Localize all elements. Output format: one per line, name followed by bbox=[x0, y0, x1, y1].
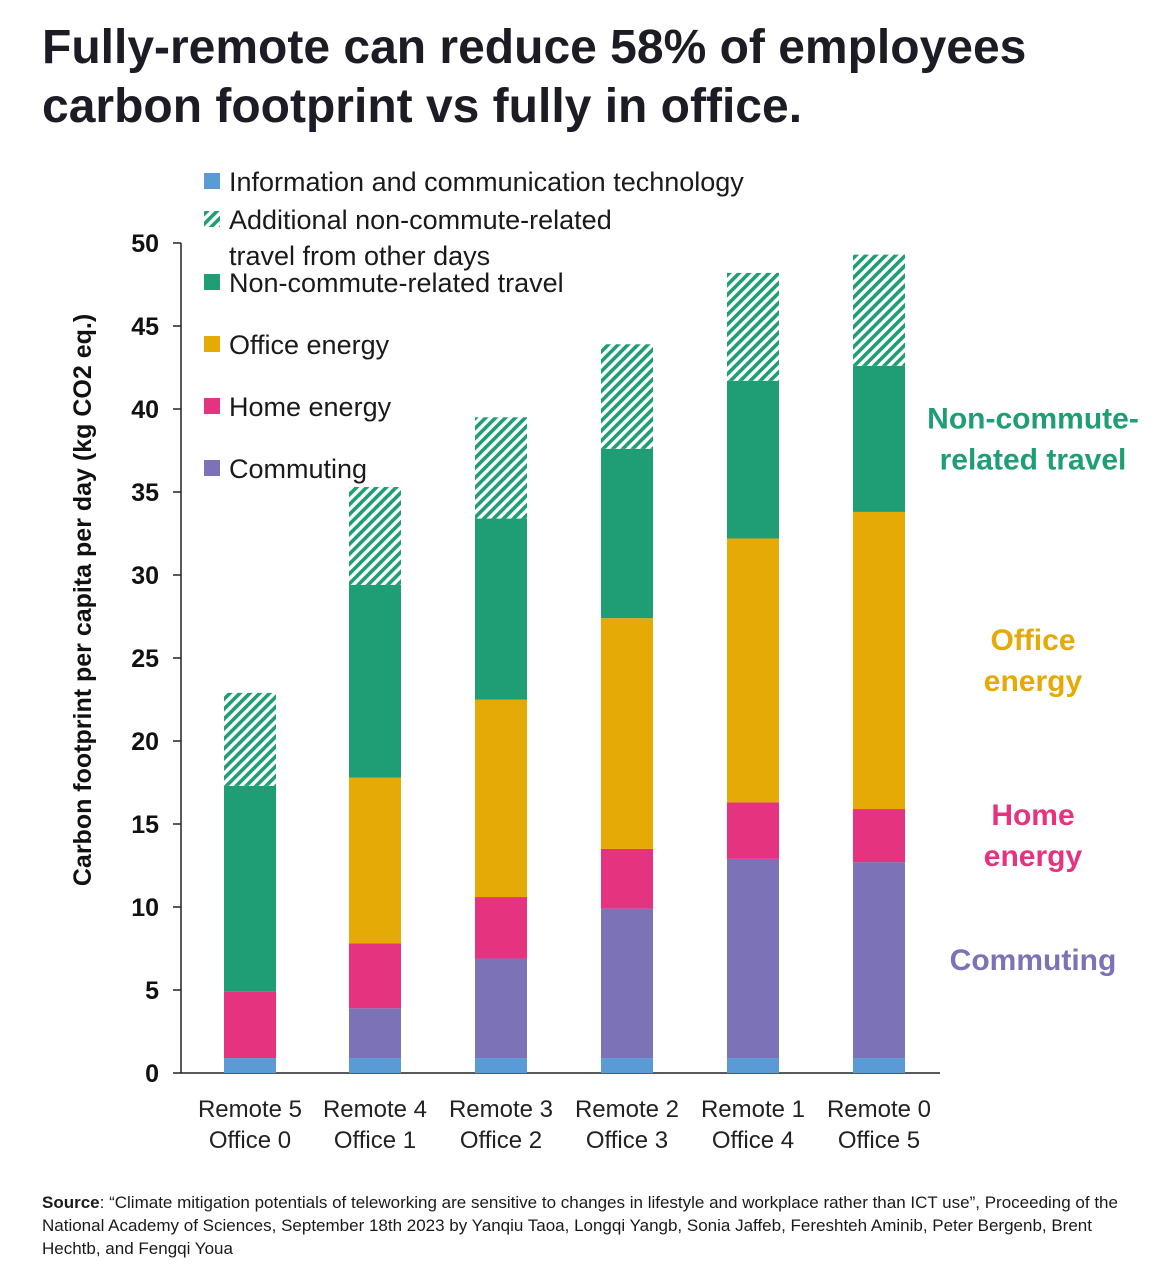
x-tick-label-2-line-2: Office 1 bbox=[334, 1127, 416, 1154]
y-tick-label-20: 20 bbox=[131, 728, 159, 756]
x-tick-label-1-line-1: Remote 5 bbox=[198, 1096, 302, 1123]
bar-segment-travel-4 bbox=[601, 448, 653, 619]
chart-title-line-1: Fully-remote can reduce 58% of employees bbox=[42, 21, 1027, 74]
chart-title-line-2: carbon footprint vs fully in office. bbox=[42, 80, 803, 133]
bar-segment-travel-3 bbox=[475, 518, 527, 700]
x-tick-label-2-line-1: Remote 4 bbox=[323, 1096, 427, 1123]
legend-swatch-additional bbox=[204, 211, 220, 227]
annotation-travel-line-2: related travel bbox=[940, 443, 1127, 476]
bar-segment-additional-6 bbox=[853, 254, 905, 366]
bar-segment-office-3 bbox=[475, 699, 527, 898]
annotation-home-line-1: Home bbox=[991, 799, 1074, 832]
bar-segment-home-6 bbox=[853, 809, 905, 863]
bar-segment-ict-6 bbox=[853, 1058, 905, 1073]
bar-segment-home-1 bbox=[224, 991, 276, 1059]
bar-segment-additional-3 bbox=[475, 417, 527, 519]
annotation-home-line-2: energy bbox=[984, 840, 1083, 873]
x-tick-label-5-line-2: Office 4 bbox=[712, 1127, 794, 1154]
legend-swatch-ict bbox=[204, 173, 220, 189]
source-text: : “Climate mitigation potentials of tele… bbox=[42, 1193, 1118, 1258]
legend-label-ict: Information and communication technology bbox=[229, 167, 744, 197]
annotation-office-line-1: Office bbox=[990, 624, 1075, 657]
legend-swatch-office bbox=[204, 336, 220, 352]
bar-segment-office-5 bbox=[727, 538, 779, 803]
y-tick-label-15: 15 bbox=[131, 811, 159, 839]
bar-segment-ict-5 bbox=[727, 1058, 779, 1073]
bar-segment-commuting-6 bbox=[853, 862, 905, 1059]
source-citation: Source: “Climate mitigation potentials o… bbox=[42, 1191, 1132, 1260]
bar-segment-home-4 bbox=[601, 848, 653, 909]
chart-title: Fully-remote can reduce 58% of employees… bbox=[42, 18, 1142, 136]
x-tick-label-3-line-1: Remote 3 bbox=[449, 1096, 553, 1123]
bar-segment-ict-1 bbox=[224, 1058, 276, 1073]
bar-segment-home-2 bbox=[349, 943, 401, 1009]
y-tick-label-50: 50 bbox=[131, 230, 159, 258]
y-tick-label-45: 45 bbox=[131, 313, 159, 341]
legend-label-additional: Additional non-commute-related bbox=[229, 205, 612, 235]
x-tick-label-4-line-2: Office 3 bbox=[586, 1127, 668, 1154]
bar-segment-ict-3 bbox=[475, 1058, 527, 1073]
bar-segment-travel-2 bbox=[349, 584, 401, 778]
bar-segment-commuting-2 bbox=[349, 1008, 401, 1059]
legend-label-additional-line-2: travel from other days bbox=[229, 241, 490, 271]
source-label: Source bbox=[42, 1193, 100, 1212]
legend-label-commuting: Commuting bbox=[229, 454, 367, 484]
bar-segment-additional-4 bbox=[601, 344, 653, 449]
annotation-commuting-line-1: Commuting bbox=[950, 944, 1117, 977]
bar-segment-additional-2 bbox=[349, 487, 401, 585]
stacked-bar-chart: 0 5 10 15 20 25 30 35 40 45 50 Carbon footprint per… bbox=[69, 167, 1139, 1154]
legend-label-office: Office energy bbox=[229, 330, 390, 360]
x-tick-label-4-line-1: Remote 2 bbox=[575, 1096, 679, 1123]
legend-swatch-travel bbox=[204, 274, 220, 290]
bar-segment-commuting-5 bbox=[727, 858, 779, 1059]
x-tick-label-1-line-2: Office 0 bbox=[209, 1127, 291, 1154]
bar-segment-additional-1 bbox=[224, 692, 276, 786]
y-axis-label: Carbon footprint per capita per day (kg … bbox=[69, 314, 97, 886]
bar-segment-travel-1 bbox=[224, 785, 276, 992]
x-tick-label-5-line-1: Remote 1 bbox=[701, 1096, 805, 1123]
y-tick-label-30: 30 bbox=[131, 562, 159, 590]
y-tick-label-40: 40 bbox=[131, 396, 159, 424]
bar-segment-office-2 bbox=[349, 777, 401, 944]
bar-segment-ict-2 bbox=[349, 1058, 401, 1073]
x-tick-label-6-line-2: Office 5 bbox=[838, 1127, 920, 1154]
legend-swatch-commuting bbox=[204, 460, 220, 476]
y-tick-label-0: 0 bbox=[145, 1060, 159, 1088]
annotation-office-line-2: energy bbox=[984, 665, 1083, 698]
bar-segment-home-5 bbox=[727, 802, 779, 859]
bar-segment-commuting-4 bbox=[601, 908, 653, 1059]
y-tick-label-25: 25 bbox=[131, 645, 159, 673]
y-tick-label-35: 35 bbox=[131, 479, 159, 507]
bar-segment-home-3 bbox=[475, 897, 527, 959]
bar-segment-commuting-3 bbox=[475, 958, 527, 1059]
bar-segment-travel-5 bbox=[727, 380, 779, 539]
x-tick-label-6-line-1: Remote 0 bbox=[827, 1096, 931, 1123]
bar-segment-ict-4 bbox=[601, 1058, 653, 1073]
y-tick-label-10: 10 bbox=[131, 894, 159, 922]
bar-segment-additional-5 bbox=[727, 272, 779, 381]
legend-label-travel: Non-commute-related travel bbox=[229, 268, 564, 298]
bar-segment-office-6 bbox=[853, 511, 905, 810]
legend-label-home: Home energy bbox=[229, 392, 392, 422]
legend-swatch-home bbox=[204, 398, 220, 414]
x-tick-label-3-line-2: Office 2 bbox=[460, 1127, 542, 1154]
bar-segment-office-4 bbox=[601, 618, 653, 849]
y-tick-label-5: 5 bbox=[145, 977, 159, 1005]
bar-segment-travel-6 bbox=[853, 365, 905, 512]
annotation-travel-line-1: Non-commute- bbox=[927, 402, 1139, 435]
